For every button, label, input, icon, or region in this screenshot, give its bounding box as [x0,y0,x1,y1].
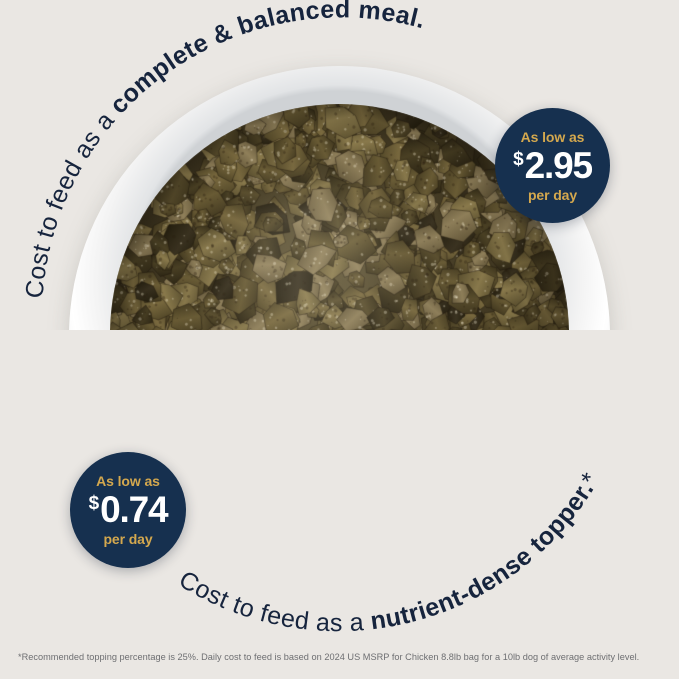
badge-period: per day [527,186,578,203]
price-badge-complete-meal[interactable]: As low as $ 2.95 per day [495,108,610,223]
badge-period: per day [103,531,153,547]
price-badge-topper[interactable]: As low as $ 0.74 per day [70,452,186,568]
badge-currency-symbol: $ [513,148,524,170]
badge-price: $ 0.74 [88,489,169,530]
badge-currency-symbol: $ [88,493,100,514]
badge-amount: 0.74 [100,489,168,530]
badge-label: As low as [96,473,160,489]
footnote-disclaimer: *Recommended topping percentage is 25%. … [18,652,640,662]
badge-price: $ 2.95 [513,144,593,186]
badge-amount: 2.95 [524,144,593,186]
badge-label: As low as [520,128,585,145]
